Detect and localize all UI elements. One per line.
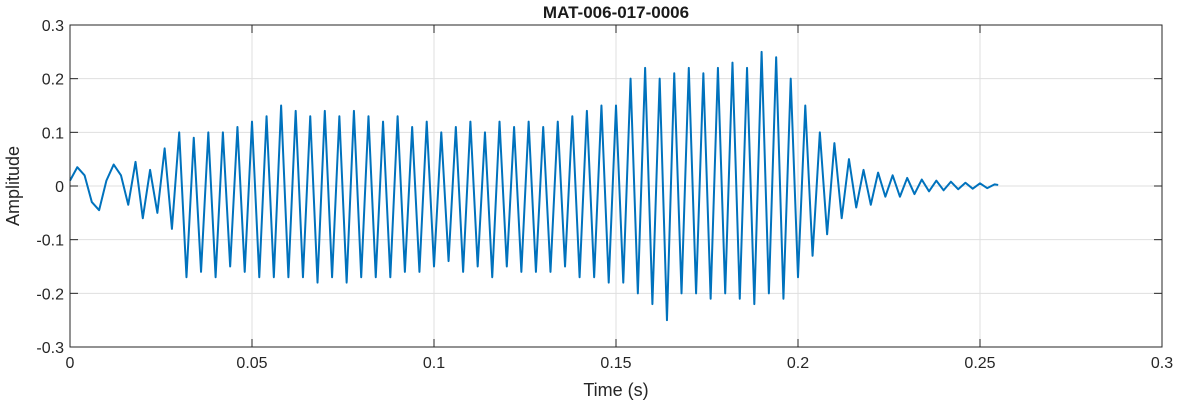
- y-tick-label: 0.1: [42, 125, 64, 142]
- axis-ticks: [69, 24, 1163, 348]
- y-tick-label: 0: [55, 179, 64, 196]
- y-tick-label: -0.1: [36, 233, 64, 250]
- signal-series-line: [69, 50, 999, 322]
- x-tick-label: 0.05: [236, 355, 267, 372]
- y-tick-label: 0.2: [42, 72, 64, 89]
- x-tick-label: 0.3: [1151, 355, 1173, 372]
- grid-lines: [70, 25, 1162, 347]
- x-tick-label: 0: [66, 355, 75, 372]
- y-tick-label: -0.2: [36, 286, 64, 303]
- x-tick-label: 0.1: [423, 355, 445, 372]
- y-tick-label: -0.3: [36, 340, 64, 357]
- x-axis-label: Time (s): [583, 380, 648, 400]
- x-tick-labels: 0 0.05 0.1 0.15 0.2 0.25 0.3: [66, 355, 1174, 372]
- x-tick-label: 0.2: [787, 355, 809, 372]
- x-tick-label: 0.15: [600, 355, 631, 372]
- y-axis-label: Amplitude: [3, 146, 23, 226]
- x-tick-label: 0.25: [964, 355, 995, 372]
- y-tick-labels: 0.3 0.2 0.1 0 -0.1 -0.2 -0.3: [36, 18, 64, 357]
- chart-title: MAT-006-017-0006: [543, 3, 689, 22]
- y-tick-label: 0.3: [42, 18, 64, 35]
